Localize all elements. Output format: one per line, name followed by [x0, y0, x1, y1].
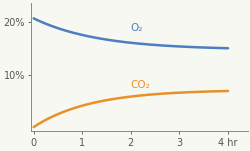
Text: CO₂: CO₂: [130, 80, 150, 90]
Text: O₂: O₂: [130, 23, 143, 33]
